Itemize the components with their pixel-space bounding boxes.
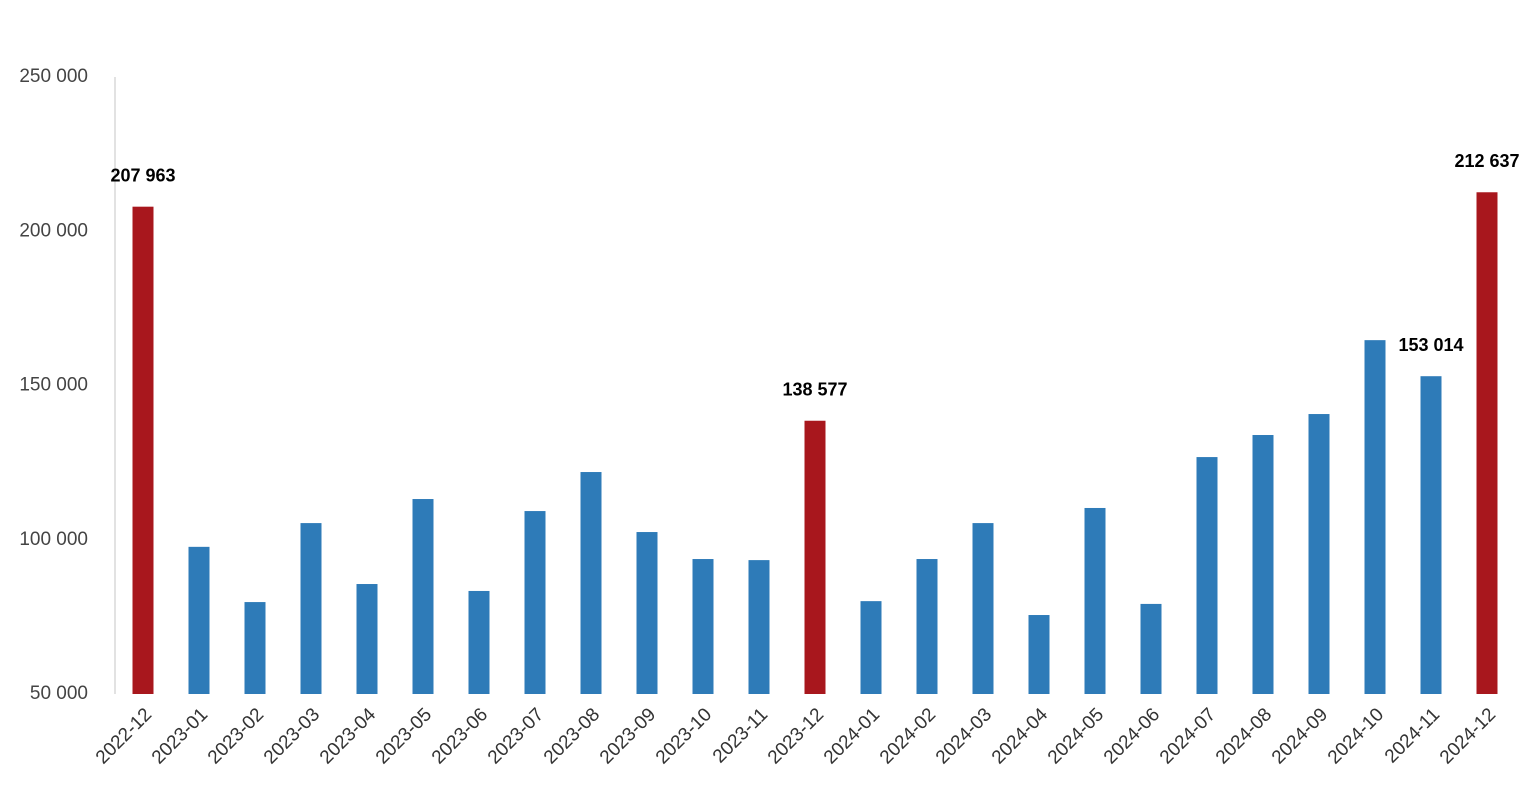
x-tick-label: 2024-08: [1212, 704, 1276, 768]
bar: [580, 472, 602, 694]
bar: [1476, 192, 1498, 694]
bar: [1364, 340, 1386, 694]
bar: [1196, 457, 1218, 694]
x-tick-label: 2023-03: [260, 704, 324, 768]
bar: [132, 206, 154, 694]
x-tick-label: 2024-03: [932, 704, 996, 768]
bar: [1308, 414, 1330, 694]
bar: [300, 523, 322, 694]
x-tick-label: 2023-12: [764, 704, 828, 768]
x-tick-label: 2023-07: [484, 704, 548, 768]
x-tick-label: 2023-04: [316, 704, 380, 768]
bar: [972, 523, 994, 694]
bar: [188, 546, 210, 694]
y-tick-label: 200 000: [19, 220, 88, 241]
bar: [860, 601, 882, 694]
bar: [1084, 507, 1106, 694]
y-tick-label: 250 000: [19, 66, 88, 87]
bar: [524, 511, 546, 694]
x-tick-label: 2023-06: [428, 704, 492, 768]
bar: [356, 584, 378, 694]
value-label: 207 963: [110, 165, 175, 185]
bar: [636, 532, 658, 694]
x-tick-label: 2024-05: [1044, 704, 1108, 768]
bar: [916, 559, 938, 694]
bar: [692, 559, 714, 694]
x-tick-label: 2023-01: [148, 704, 212, 768]
x-tick-label: 2023-08: [540, 704, 604, 768]
bar: [1420, 376, 1442, 694]
x-tick-label: 2023-10: [652, 704, 716, 768]
x-tick-label: 2024-11: [1381, 704, 1444, 767]
x-tick-label: 2024-04: [988, 704, 1052, 768]
bar: [1028, 615, 1050, 694]
bar: [748, 560, 770, 694]
value-label: 212 637: [1454, 151, 1519, 171]
x-tick-label: 2024-02: [876, 704, 940, 768]
x-tick-label: 2024-10: [1324, 704, 1388, 768]
value-label: 153 014: [1398, 335, 1463, 355]
x-tick-label: 2023-02: [204, 704, 268, 768]
x-tick-label: 2024-01: [820, 704, 884, 768]
x-tick-label: 2023-05: [372, 704, 436, 768]
bar: [244, 602, 266, 694]
y-tick-label: 50 000: [30, 683, 88, 704]
x-tick-label: 2023-11: [709, 704, 772, 767]
bar: [1140, 603, 1162, 694]
bar: [804, 420, 826, 694]
x-tick-label: 2022-12: [92, 704, 156, 768]
bar: [412, 499, 434, 694]
value-label: 138 577: [782, 379, 847, 399]
x-tick-label: 2024-07: [1156, 704, 1220, 768]
x-tick-label: 2024-06: [1100, 704, 1164, 768]
bar: [1252, 435, 1274, 694]
x-tick-label: 2024-09: [1268, 704, 1332, 768]
y-tick-label: 100 000: [19, 529, 88, 550]
x-tick-label: 2023-09: [596, 704, 660, 768]
y-tick-label: 150 000: [19, 375, 88, 396]
x-tick-label: 2024-12: [1436, 704, 1500, 768]
bar: [468, 590, 490, 694]
